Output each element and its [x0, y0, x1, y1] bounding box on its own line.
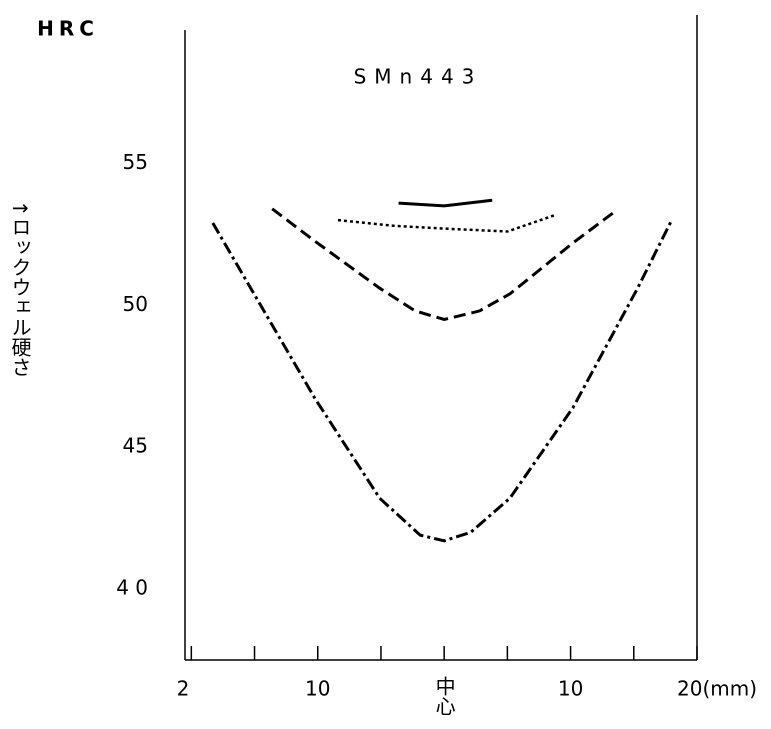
- x-tick-label: 20(mm): [677, 677, 757, 701]
- series-line: [271, 207, 616, 322]
- x-tick-label: 10: [558, 677, 583, 701]
- series-line: [398, 198, 493, 208]
- x-tick-label: 2: [177, 677, 190, 701]
- y-axis-label: ↑ロックウェル硬さ: [8, 200, 32, 377]
- x-tick-label: 中心: [432, 676, 456, 716]
- y-tick-label: 50: [123, 292, 148, 316]
- series-line: [211, 219, 674, 543]
- y-tick-label: 45: [123, 434, 148, 458]
- y-tick-label: 55: [123, 150, 148, 174]
- series-line: [337, 213, 558, 233]
- chart-title: SMn443: [354, 65, 483, 89]
- y-unit: HRC: [37, 17, 99, 41]
- x-tick-label: 10: [305, 677, 330, 701]
- y-tick-label: 4 0: [116, 576, 148, 600]
